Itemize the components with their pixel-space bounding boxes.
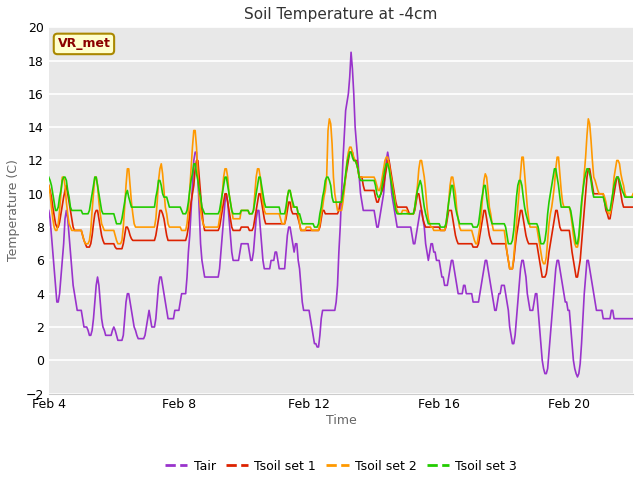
Tsoil set 2 [629, 191, 637, 197]
Tsoil set 3 [452, 204, 460, 210]
Text: VR_met: VR_met [58, 37, 110, 50]
Tsoil set 2 [90, 191, 97, 197]
Tsoil set 3 [504, 241, 512, 247]
Tsoil set 2 [326, 116, 333, 122]
Tsoil set 2 [45, 182, 52, 188]
Tair [45, 207, 52, 213]
Tsoil set 1 [497, 241, 504, 247]
Line: Tsoil set 3: Tsoil set 3 [49, 152, 633, 244]
Tair [497, 291, 504, 297]
Tsoil set 1 [509, 266, 516, 272]
Tsoil set 1 [90, 221, 97, 227]
Tsoil set 1 [538, 274, 546, 280]
Tair [90, 316, 97, 322]
Y-axis label: Temperature (C): Temperature (C) [7, 159, 20, 262]
Tsoil set 1 [583, 174, 591, 180]
X-axis label: Time: Time [326, 414, 356, 427]
Tsoil set 2 [506, 266, 513, 272]
Line: Tair: Tair [49, 52, 633, 377]
Legend: Tair, Tsoil set 1, Tsoil set 2, Tsoil set 3: Tair, Tsoil set 1, Tsoil set 2, Tsoil se… [160, 455, 522, 478]
Tsoil set 1 [452, 232, 460, 238]
Tair [348, 49, 355, 55]
Tsoil set 1 [385, 157, 393, 163]
Tsoil set 1 [45, 182, 52, 188]
Tair [452, 274, 460, 280]
Tsoil set 3 [497, 221, 504, 227]
Tsoil set 2 [583, 132, 591, 138]
Tsoil set 3 [583, 166, 591, 172]
Tsoil set 3 [90, 182, 97, 188]
Tsoil set 2 [385, 161, 393, 167]
Line: Tsoil set 1: Tsoil set 1 [49, 152, 633, 277]
Tsoil set 1 [629, 204, 637, 210]
Tair [385, 157, 393, 163]
Tsoil set 3 [45, 174, 52, 180]
Tair [629, 316, 637, 322]
Tsoil set 2 [452, 191, 460, 197]
Tsoil set 3 [346, 149, 353, 155]
Tsoil set 3 [385, 166, 393, 172]
Title: Soil Temperature at -4cm: Soil Temperature at -4cm [244, 7, 438, 22]
Tsoil set 2 [510, 254, 518, 260]
Tsoil set 1 [346, 149, 353, 155]
Tair [583, 257, 591, 263]
Tair [509, 341, 516, 347]
Tsoil set 2 [497, 228, 504, 233]
Tair [573, 374, 581, 380]
Line: Tsoil set 2: Tsoil set 2 [49, 119, 633, 269]
Tsoil set 3 [629, 194, 637, 200]
Tsoil set 3 [510, 228, 518, 233]
